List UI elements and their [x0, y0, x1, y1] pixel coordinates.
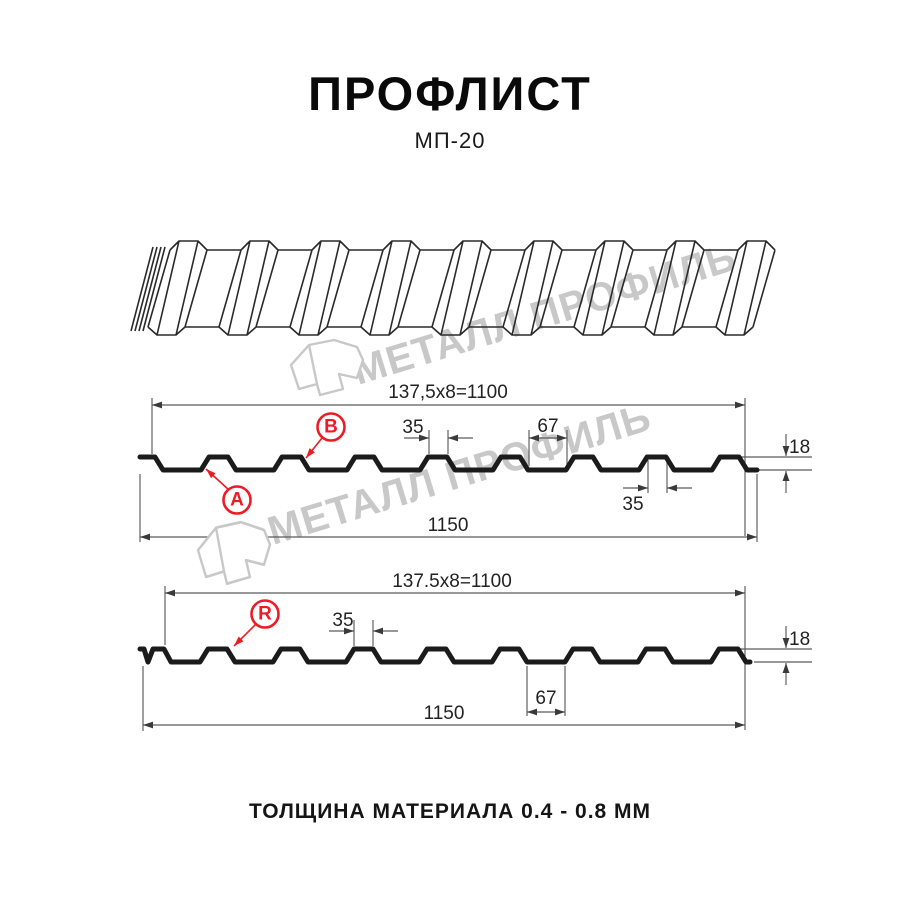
side-label-a: A [222, 485, 252, 515]
side-label-r: R [250, 599, 280, 629]
label-circle [222, 485, 252, 515]
dim-valley-width-r: 67 [535, 688, 556, 709]
product-model: МП-20 [414, 128, 486, 153]
label-leader-arrow [305, 437, 323, 459]
dim-rib-top-width-r: 35 [332, 610, 353, 631]
dim-rib-top-width-a: 35 [402, 417, 423, 438]
dim-rib-bottom-width-a: 35 [622, 494, 643, 515]
label-letter-a: A [230, 490, 244, 511]
dim-span-top-a: 137,5x8=1100 [388, 382, 508, 403]
label-letter-r: R [258, 604, 272, 625]
label-circle [316, 412, 346, 442]
dim-valley-width-a: 67 [537, 416, 558, 437]
dim-height-a: 18 [789, 437, 810, 458]
section-r-profile-line [137, 646, 753, 665]
label-letter-b: B [324, 417, 338, 438]
side-label-b: B [316, 412, 346, 442]
material-thickness-note: ТОЛЩИНА МАТЕРИАЛА 0.4 - 0.8 ММ [248, 800, 652, 823]
sheet-3d-lines [130, 240, 776, 336]
dim-span-bottom-a: 1150 [428, 515, 469, 536]
label-leader-arrow [205, 468, 230, 491]
dim-span-bottom-r: 1150 [424, 703, 465, 724]
page-title: ПРОФЛИСТ [308, 67, 592, 120]
metal-profile-logo-icon [289, 338, 365, 397]
section-a-profile-line [137, 454, 760, 473]
label-leader-arrow [233, 623, 257, 647]
dim-height-r: 18 [789, 629, 810, 650]
label-circle [250, 599, 280, 629]
dim-span-top-r: 137.5x8=1100 [392, 571, 512, 592]
metal-profile-logo-icon [196, 520, 272, 586]
cross-section-profiles [137, 454, 760, 665]
red-leader-arrows [205, 437, 323, 647]
sheet-3d-view [130, 240, 776, 336]
